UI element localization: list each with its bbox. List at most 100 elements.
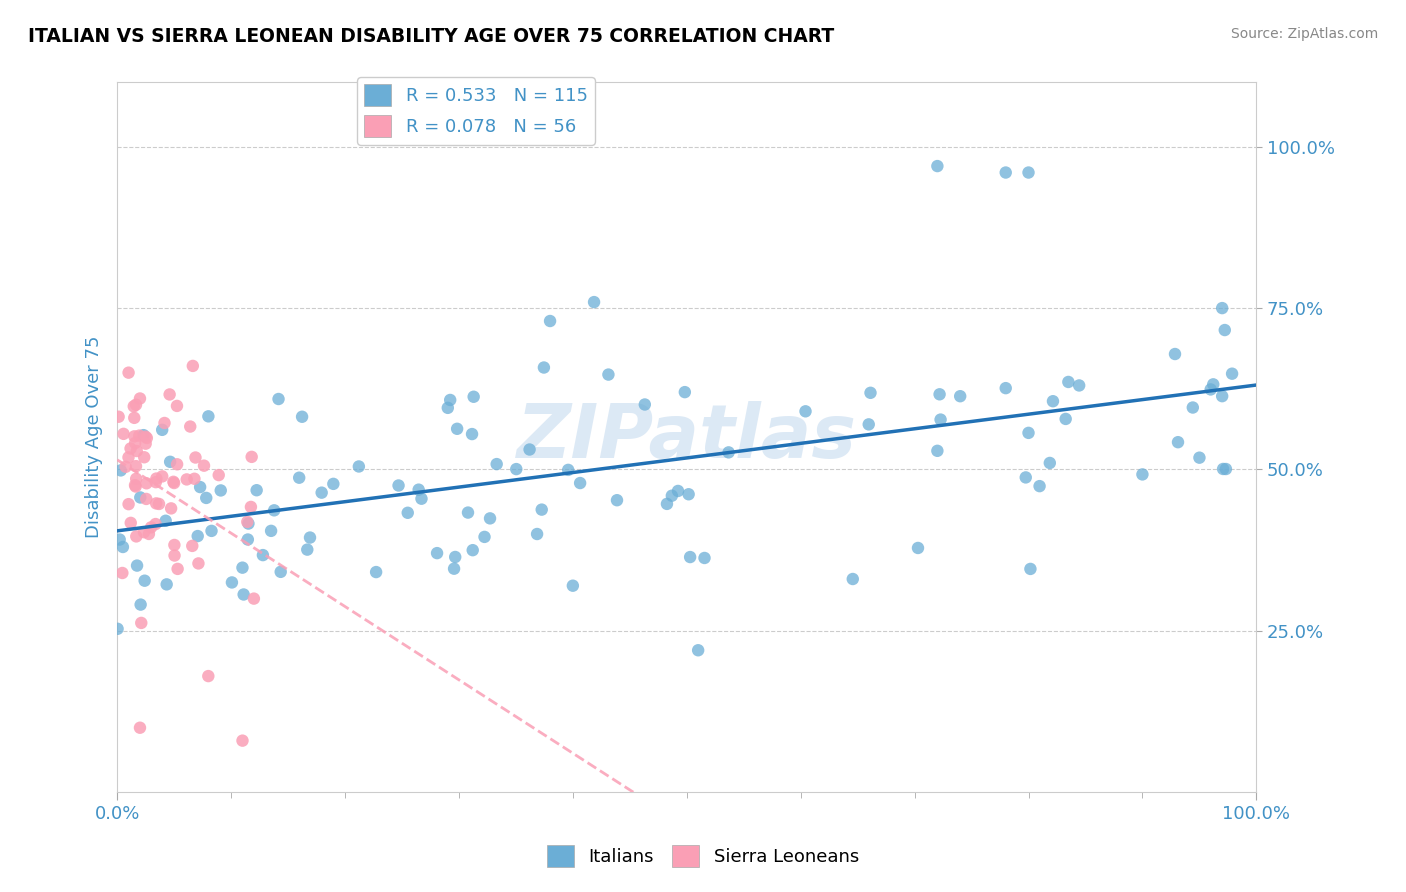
Point bbox=[436, 401, 458, 415]
Point bbox=[1211, 389, 1233, 403]
Point bbox=[176, 472, 198, 486]
Point bbox=[263, 503, 285, 517]
Point bbox=[322, 476, 344, 491]
Point bbox=[859, 385, 882, 400]
Point bbox=[347, 459, 370, 474]
Point bbox=[236, 533, 259, 547]
Point bbox=[148, 497, 170, 511]
Point bbox=[243, 591, 266, 606]
Point bbox=[132, 428, 155, 442]
Point bbox=[159, 455, 181, 469]
Point bbox=[122, 400, 145, 414]
Point bbox=[125, 529, 148, 543]
Legend: R = 0.533   N = 115, R = 0.078   N = 56: R = 0.533 N = 115, R = 0.078 N = 56 bbox=[357, 77, 595, 145]
Point bbox=[526, 527, 548, 541]
Point bbox=[117, 450, 139, 465]
Point bbox=[291, 409, 314, 424]
Point bbox=[688, 643, 710, 657]
Point bbox=[387, 478, 409, 492]
Point bbox=[444, 549, 467, 564]
Point bbox=[693, 551, 716, 566]
Point bbox=[110, 463, 132, 477]
Point bbox=[1199, 383, 1222, 397]
Point bbox=[858, 417, 880, 432]
Point bbox=[155, 514, 177, 528]
Point bbox=[673, 385, 696, 400]
Point bbox=[112, 426, 135, 441]
Point bbox=[1028, 479, 1050, 493]
Point bbox=[135, 491, 157, 506]
Point bbox=[134, 450, 156, 465]
Point bbox=[120, 442, 142, 456]
Point bbox=[197, 669, 219, 683]
Point bbox=[606, 493, 628, 508]
Point bbox=[236, 515, 259, 529]
Point bbox=[288, 471, 311, 485]
Point bbox=[125, 444, 148, 458]
Point bbox=[125, 472, 148, 486]
Point bbox=[474, 530, 496, 544]
Point bbox=[994, 165, 1017, 179]
Point bbox=[163, 476, 186, 491]
Point bbox=[1202, 377, 1225, 392]
Point bbox=[461, 427, 484, 442]
Point bbox=[569, 476, 592, 491]
Point bbox=[163, 538, 186, 552]
Point bbox=[1054, 412, 1077, 426]
Text: ZIPatlas: ZIPatlas bbox=[517, 401, 856, 474]
Point bbox=[188, 480, 211, 494]
Point bbox=[1015, 470, 1038, 484]
Point bbox=[1181, 401, 1204, 415]
Point bbox=[239, 500, 262, 514]
Point bbox=[634, 397, 657, 411]
Point bbox=[1018, 165, 1040, 179]
Point bbox=[150, 469, 173, 483]
Point bbox=[679, 550, 702, 565]
Point bbox=[485, 457, 508, 471]
Point bbox=[166, 399, 188, 413]
Point bbox=[108, 533, 131, 547]
Point bbox=[794, 404, 817, 418]
Point bbox=[927, 159, 949, 173]
Point bbox=[1042, 394, 1064, 409]
Point bbox=[120, 516, 142, 530]
Point bbox=[297, 542, 319, 557]
Point bbox=[107, 622, 129, 636]
Point bbox=[187, 529, 209, 543]
Point bbox=[208, 468, 231, 483]
Point bbox=[181, 359, 204, 373]
Point bbox=[129, 598, 152, 612]
Point bbox=[252, 548, 274, 562]
Point bbox=[927, 443, 949, 458]
Text: Source: ZipAtlas.com: Source: ZipAtlas.com bbox=[1230, 27, 1378, 41]
Point bbox=[240, 450, 263, 464]
Y-axis label: Disability Age Over 75: Disability Age Over 75 bbox=[86, 336, 103, 539]
Point bbox=[221, 575, 243, 590]
Point bbox=[260, 524, 283, 538]
Point bbox=[583, 295, 606, 310]
Point bbox=[187, 557, 209, 571]
Point bbox=[124, 410, 146, 425]
Point bbox=[439, 392, 461, 407]
Point bbox=[231, 560, 253, 574]
Point bbox=[179, 419, 201, 434]
Point bbox=[1039, 456, 1062, 470]
Point bbox=[209, 483, 232, 498]
Point bbox=[246, 483, 269, 498]
Point bbox=[117, 497, 139, 511]
Point bbox=[929, 412, 952, 426]
Point bbox=[557, 463, 579, 477]
Point bbox=[561, 579, 583, 593]
Point bbox=[505, 462, 527, 476]
Point bbox=[538, 314, 561, 328]
Point bbox=[163, 549, 186, 563]
Point bbox=[1220, 367, 1243, 381]
Point bbox=[156, 577, 179, 591]
Point bbox=[114, 459, 136, 474]
Point bbox=[145, 496, 167, 510]
Point bbox=[270, 565, 292, 579]
Text: ITALIAN VS SIERRA LEONEAN DISABILITY AGE OVER 75 CORRELATION CHART: ITALIAN VS SIERRA LEONEAN DISABILITY AGE… bbox=[28, 27, 834, 45]
Point bbox=[408, 483, 430, 497]
Point bbox=[145, 475, 167, 490]
Point bbox=[138, 527, 160, 541]
